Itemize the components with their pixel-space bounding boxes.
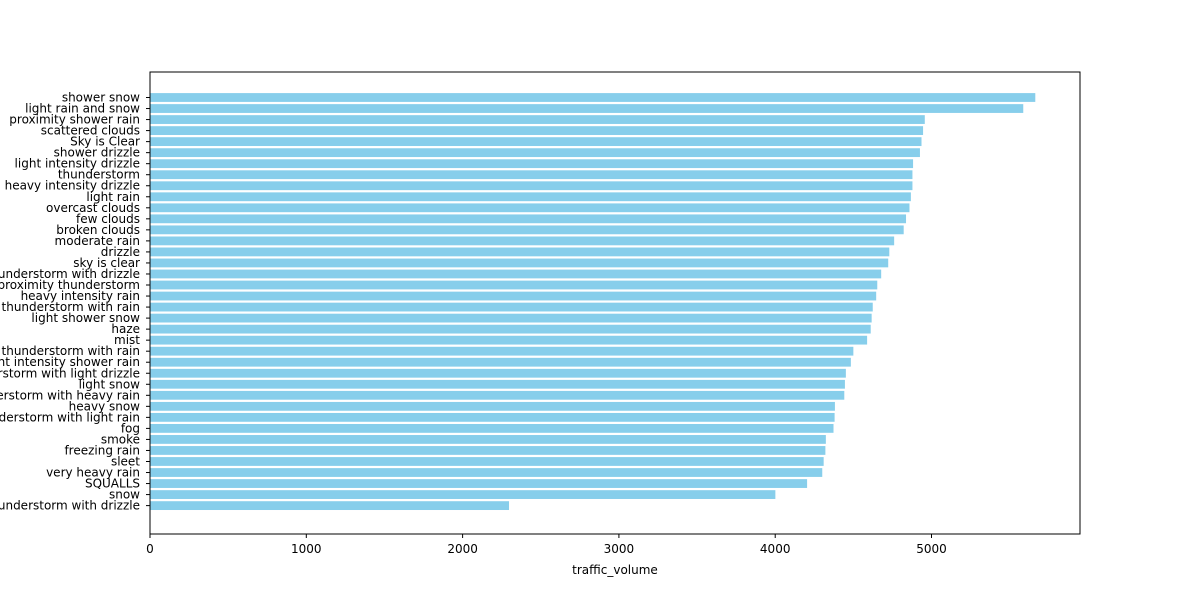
bar [150,379,845,389]
bar [150,435,826,444]
bar [150,346,854,356]
y-tick-label: heavy snow [69,399,141,413]
y-tick-label: freezing rain [64,443,140,457]
bar [150,368,846,378]
x-tick-label: 4000 [760,542,791,556]
y-tick-label: very heavy rain [46,466,140,480]
y-tick-label: thunderstorm with rain [2,344,140,358]
bar [150,501,510,511]
bar [150,412,835,422]
y-tick-label: sky is clear [73,256,140,270]
y-tick-label: moderate rain [55,234,140,248]
bar [150,446,826,455]
bar [150,302,873,312]
bar [150,159,914,169]
x-axis-label: traffic_volume [572,563,658,577]
y-tick-label: shower snow [62,91,140,105]
y-tick-label: few clouds [76,212,140,226]
bar [150,401,835,411]
y-tick-label: Sky is Clear [70,135,140,149]
bar [150,269,882,279]
bar [150,424,834,433]
x-tick-label: 1000 [291,542,322,556]
y-tick-label: thunderstorm with light rain [0,410,140,424]
y-tick-label: light rain and snow [25,102,140,116]
y-tick-label: proximity thunderstorm with rain [0,300,140,314]
bar [150,214,907,224]
y-tick-label: light intensity shower rain [0,355,140,369]
bar [150,236,895,246]
bar [150,137,922,147]
x-axis: 0 1000 2000 3000 4000 5000 [146,534,947,556]
bar [150,115,925,124]
bar [150,280,878,290]
y-tick-label: broken clouds [56,223,140,237]
bar [150,258,889,268]
y-tick-label: scattered clouds [41,124,140,138]
bar [150,457,824,466]
y-tick-label: fog [121,421,140,435]
y-tick-label: heavy intensity drizzle [5,179,140,193]
bar [150,313,872,323]
y-tick-label: proximity thunderstorm [0,278,140,292]
y-tick-marks [146,97,150,507]
bar [150,126,924,135]
y-tick-label: thunderstorm with drizzle [0,499,140,513]
y-tick-label: proximity shower rain [9,113,140,127]
y-tick-label: thunderstorm with heavy rain [0,388,140,402]
y-tick-label: smoke [101,432,140,446]
y-tick-label: light snow [79,377,141,391]
y-tick-label: drizzle [101,245,140,259]
y-tick-label: overcast clouds [46,201,140,215]
x-tick-label: 5000 [916,542,947,556]
bar [150,468,823,477]
bars-group [150,93,1036,511]
bar [150,479,808,488]
y-tick-label: light rain [86,190,140,204]
bar [150,225,904,235]
bar [150,170,913,180]
x-tick-label: 2000 [447,542,478,556]
y-tick-label: shower drizzle [54,146,140,160]
y-tick-label: SQUALLS [85,477,140,491]
y-tick-label: haze [111,322,140,336]
y-tick-label: thunderstorm [58,168,140,182]
bar [150,203,910,213]
y-tick-label: light shower snow [31,311,140,325]
bar [150,357,851,367]
bar [150,490,776,499]
bar [150,335,868,345]
bar [150,324,871,334]
plot-frame [149,71,1081,535]
bar [150,181,913,191]
y-tick-label: thunderstorm with light drizzle [0,366,140,380]
y-tick-label: heavy intensity rain [21,289,140,303]
bar [150,148,920,158]
y-tick-label: mist [114,333,140,347]
bar [150,104,1024,113]
y-tick-label: light intensity drizzle [15,157,140,171]
y-tick-label: thunderstorm with drizzle [0,267,140,281]
bar [150,93,1036,102]
x-tick-label: 3000 [604,542,635,556]
bar [150,390,845,400]
bar [150,291,877,301]
y-tick-label: snow [109,488,140,502]
x-tick-label: 0 [146,542,154,556]
bar [150,247,890,257]
bar [150,192,911,202]
y-tick-label: sleet [111,454,140,468]
